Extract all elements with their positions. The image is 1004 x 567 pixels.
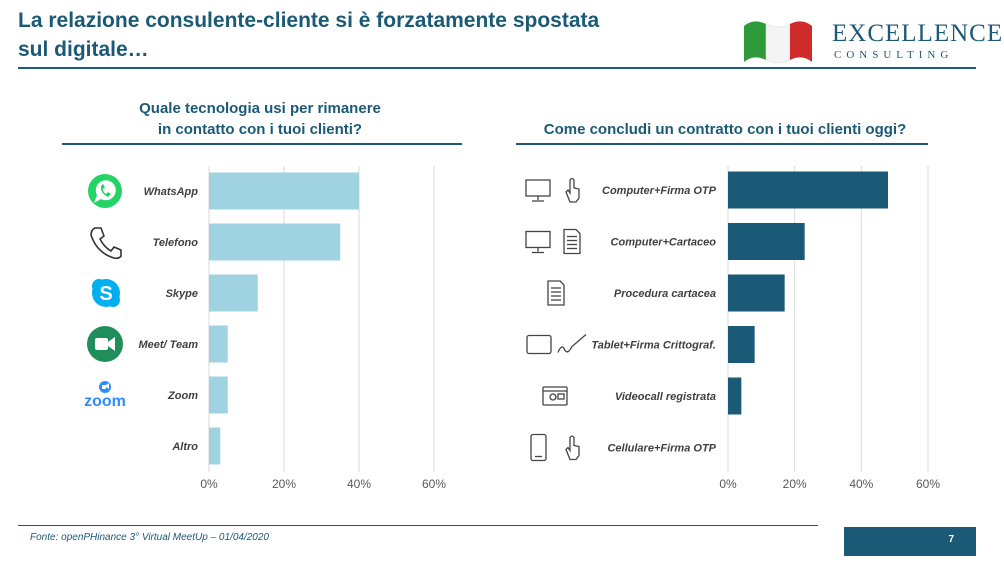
bar (728, 377, 742, 415)
x-tick-label: 0% (200, 477, 218, 491)
logo-subtitle: CONSULTING (834, 49, 954, 61)
bar (209, 376, 228, 414)
page-number: 7 (948, 534, 954, 545)
left-bar-chart: 0% 20% 40% 60% WhatsApp Telefono Skype Meet/ Te… (138, 166, 446, 491)
svg-text:S: S (99, 283, 112, 305)
category-label: Cellulare+Firma OTP (607, 443, 716, 455)
category-label: Meet/ Team (138, 339, 198, 351)
x-tick-label: 20% (272, 477, 296, 491)
source-note: Fonte: openPHinance 3° Virtual MeetUp – … (30, 532, 269, 543)
smartphone-touch-icon (530, 433, 580, 462)
videocall-icon (542, 386, 568, 406)
bar (209, 325, 228, 363)
x-tick-label: 40% (849, 477, 873, 491)
bar (728, 171, 888, 209)
page-title: La relazione consulente-cliente si è for… (18, 6, 678, 64)
category-label: Telefono (153, 237, 199, 249)
category-label: Computer+Firma OTP (602, 185, 717, 197)
meet-icon (87, 326, 123, 362)
bar (728, 274, 785, 312)
bar (728, 223, 805, 260)
footer-divider (18, 525, 818, 526)
monitor-touch-icon (525, 177, 580, 203)
category-label: Zoom (167, 390, 198, 402)
bar (209, 172, 359, 210)
company-logo: EXCELLENCE CONSULTING (740, 16, 1002, 64)
right-bar-chart: 0% 20% 40% 60% Computer+Firma OTP Computer+Ca… (591, 166, 940, 491)
x-tick-label: 40% (347, 477, 371, 491)
tablet-signature-icon (526, 334, 587, 355)
category-label: Computer+Cartaceo (611, 237, 717, 249)
category-label: Altro (171, 441, 198, 453)
logo-wordmark: EXCELLENCE (832, 20, 1004, 47)
skype-icon: S (92, 279, 120, 307)
bar (209, 427, 221, 465)
right-chart-title-line-1: Come concludi un contratto con i tuoi cl… (543, 121, 907, 138)
category-label: Skype (166, 288, 198, 300)
x-tick-label: 60% (916, 477, 940, 491)
right-chart-icons (525, 177, 587, 462)
page-number-box: 7 (844, 527, 976, 556)
italian-flag-icon (744, 21, 812, 64)
right-chart-title: Come concludi un contratto con i tuoi cl… (500, 119, 950, 140)
x-tick-label: 0% (719, 477, 737, 491)
category-label: Tablet+Firma Crittograf. (591, 340, 716, 352)
category-label: Procedura cartacea (614, 288, 716, 300)
svg-text:zoom: zoom (84, 393, 126, 410)
phone-icon (90, 227, 122, 260)
whatsapp-icon (88, 174, 122, 208)
x-tick-label: 60% (422, 477, 446, 491)
left-chart-title: Quale tecnologia usi per rimanere in con… (90, 98, 430, 140)
category-label: Videocall registrata (615, 391, 716, 403)
right-chart-title-rule (516, 143, 928, 145)
left-chart-title-rule (62, 143, 462, 145)
zoom-icon: zoom (84, 381, 126, 410)
page-title-line-2: sul digitale… (18, 38, 149, 61)
category-label: WhatsApp (144, 186, 199, 198)
bar (728, 326, 755, 363)
left-chart-title-line-1: Quale tecnologia usi per rimanere (139, 100, 381, 117)
title-divider (18, 67, 976, 69)
bar (209, 223, 341, 261)
monitor-document-icon (525, 228, 581, 255)
x-tick-label: 20% (783, 477, 807, 491)
bar (209, 274, 258, 312)
document-icon (547, 280, 565, 306)
page-title-line-1: La relazione consulente-cliente si è for… (18, 9, 600, 32)
left-chart-title-line-2: in contatto con i tuoi clienti? (157, 121, 363, 138)
